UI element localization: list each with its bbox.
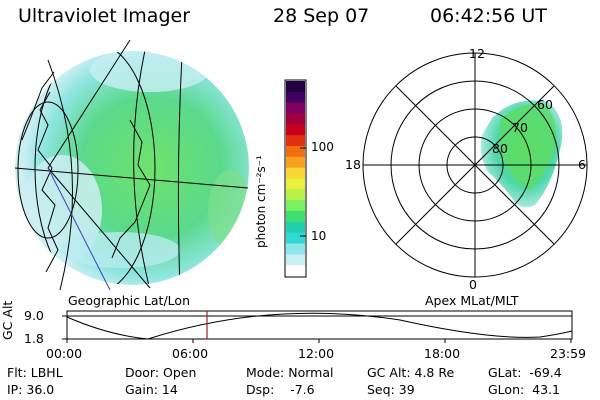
colorbar-segment [286, 167, 305, 179]
colorbar-segment [286, 265, 305, 277]
mlt-18-label: 18 [345, 157, 361, 172]
colorbar-segment [286, 178, 305, 190]
coastline-outline [37, 91, 151, 273]
colorbar-segment [286, 189, 305, 201]
polar-panel-caption: Apex MLat/MLT [425, 293, 519, 308]
colorbar-segment [286, 200, 305, 212]
colorbar-segment [286, 91, 305, 104]
colorbar-tick-10: 10 [311, 229, 327, 243]
colorbar-tick-100: 100 [311, 140, 334, 154]
colorbar-segment [286, 156, 305, 169]
timeline-axis-label: GC Alt [0, 300, 15, 340]
status-mode: Mode: Normal [246, 365, 334, 380]
timeline-y-top: 9.0 [24, 308, 44, 323]
mlat-80-label: 80 [492, 141, 508, 156]
colorbar-segment [286, 113, 305, 125]
status-gc-alt: GC Alt: 4.8 Re [367, 365, 455, 380]
colorbar-segment [286, 81, 305, 93]
mlt-0-label: 0 [469, 277, 477, 292]
status-glat: GLat: -69.4 [488, 365, 562, 380]
status-filter: Flt: LBHL [7, 365, 63, 380]
colorbar-segment [286, 211, 305, 223]
timeline-tick-4: 23:59 [550, 346, 587, 361]
timeline-ticks [62, 315, 572, 343]
mlt-6-label: 6 [578, 157, 586, 172]
colorbar-segment [286, 102, 305, 114]
status-glon: GLon: 43.1 [488, 382, 560, 397]
status-ip: IP: 36.0 [7, 382, 55, 397]
polar-image-panel [362, 52, 588, 278]
status-dsp: Dsp: -7.6 [246, 382, 315, 397]
timeline-tick-0: 00:00 [46, 346, 83, 361]
colorbar-segment [286, 232, 305, 244]
colorbar-segment [286, 135, 305, 147]
timeline-y-bottom: 1.8 [24, 331, 44, 346]
geo-grid-lines [14, 39, 249, 291]
status-seq: Seq: 39 [367, 382, 415, 397]
timeline-tick-2: 12:00 [298, 346, 335, 361]
status-gain: Gain: 14 [125, 382, 178, 397]
colorbar-unit-label: photon cm⁻²s⁻¹ [254, 155, 268, 248]
time-label: 06:42:56 UT [430, 5, 547, 27]
altitude-timeline [62, 310, 573, 343]
instrument-title: Ultraviolet Imager [18, 5, 191, 27]
polar-grid [362, 52, 588, 278]
date-label: 28 Sep 07 [273, 5, 370, 27]
mlat-60-label: 60 [537, 97, 553, 112]
colorbar-segment [286, 254, 305, 266]
colorbar-segment [286, 124, 305, 136]
altitude-curve [66, 312, 573, 340]
mlt-12-label: 12 [469, 46, 485, 61]
status-door: Door: Open [125, 365, 197, 380]
colorbar-segment [286, 243, 305, 255]
geographic-image-panel [14, 39, 249, 291]
colorbar-segment [286, 221, 305, 234]
geo-panel-caption: Geographic Lat/Lon [68, 293, 190, 308]
timeline-tick-3: 18:00 [424, 346, 461, 361]
colorbar [284, 79, 307, 278]
timeline-tick-1: 06:00 [172, 346, 209, 361]
colorbar-segment [286, 146, 305, 158]
mlat-70-label: 70 [512, 120, 528, 135]
